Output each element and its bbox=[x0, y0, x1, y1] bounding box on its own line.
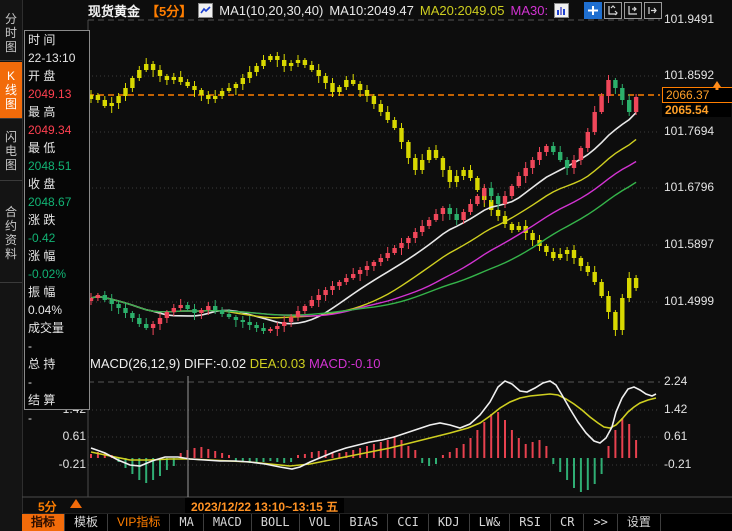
info-value: 0.04% bbox=[28, 303, 63, 317]
indicator-tabbar: 指标 模板 VIP指标 MA MACD BOLL VOL BIAS CCI KDJ LW& RSI CR… bbox=[22, 513, 732, 531]
price-axis-label: 101.8592 bbox=[664, 68, 715, 82]
footer-tab-9[interactable]: CCI bbox=[388, 514, 429, 531]
ma-settings-label: MA1(10,20,30,40) bbox=[219, 2, 324, 18]
sidebar-tab-4[interactable]: 合约资料 bbox=[0, 184, 22, 283]
info-label: 时 间 bbox=[28, 33, 56, 47]
scale-axis-icon[interactable] bbox=[604, 2, 622, 19]
info-value: -0.02% bbox=[28, 267, 67, 281]
alert-price-tag[interactable]: 2066.37 bbox=[662, 87, 732, 103]
info-value: 2049.13 bbox=[28, 87, 72, 101]
footer-tab-6[interactable]: BOLL bbox=[252, 514, 300, 531]
footer-tab-5[interactable]: MACD bbox=[204, 514, 252, 531]
macd-header: MACD(26,12,9) DIFF:-0.02 DEA:0.03 MACD:-… bbox=[90, 356, 381, 371]
info-label: 成交量 bbox=[28, 321, 65, 335]
macd-axis-label-right: 0.61 bbox=[664, 429, 688, 443]
pan-axis-icon[interactable] bbox=[624, 2, 642, 19]
price-axis-label: 101.4999 bbox=[664, 294, 715, 308]
macd-axis-label-left: -0.21 bbox=[58, 457, 86, 471]
macd-dea-value: DEA:0.03 bbox=[249, 356, 306, 371]
info-value: - bbox=[28, 411, 32, 425]
bar-timestamp: 2023/12/22 13:10~13:15 五 bbox=[185, 498, 345, 515]
info-value: - bbox=[28, 375, 32, 389]
footer-strip: 5分 2023/12/22 13:10~13:15 五 bbox=[22, 498, 732, 515]
macd-axis-label-right: 1.42 bbox=[664, 402, 688, 416]
price-axis-label: 101.7694 bbox=[664, 124, 715, 138]
footer-tab-2[interactable]: 模板 bbox=[65, 514, 109, 531]
footer-tab-4[interactable]: MA bbox=[170, 514, 204, 531]
period-up-arrow-icon[interactable] bbox=[70, 499, 82, 508]
info-value: -0.42 bbox=[28, 231, 56, 245]
info-label: 最 低 bbox=[28, 141, 56, 155]
macd-diff-value: DIFF:-0.02 bbox=[183, 356, 247, 371]
macd-macd-value: MACD:-0.10 bbox=[308, 356, 381, 371]
footer-tab-12[interactable]: RSI bbox=[510, 514, 551, 531]
footer-tab-13[interactable]: CR bbox=[551, 514, 585, 531]
info-label: 振 幅 bbox=[28, 285, 56, 299]
price-axis-label: 101.5897 bbox=[664, 237, 715, 251]
footer-tab-8[interactable]: BIAS bbox=[340, 514, 389, 531]
footer-tab-1[interactable]: 指标 bbox=[22, 514, 66, 531]
info-value: 2049.34 bbox=[28, 123, 72, 137]
period-label[interactable]: 5分 bbox=[38, 500, 57, 514]
info-value: 2048.51 bbox=[28, 159, 72, 173]
macd-params-label: MACD(26,12,9) bbox=[90, 356, 181, 371]
info-label: 涨 幅 bbox=[28, 249, 56, 263]
chart-type-icon[interactable] bbox=[198, 2, 214, 18]
footer-tab-14[interactable]: >> bbox=[584, 514, 618, 531]
sidebar-tab-1[interactable]: 分时图 bbox=[0, 6, 22, 61]
footer-tab-11[interactable]: LW& bbox=[470, 514, 511, 531]
symbol-name: 现货黄金 bbox=[88, 3, 141, 19]
chart-toolbar bbox=[584, 2, 662, 19]
sidebar-tab-3[interactable]: 闪电图 bbox=[0, 122, 22, 181]
info-value: 2048.67 bbox=[28, 195, 72, 209]
ma10-value: MA10:2049.47 bbox=[329, 2, 414, 18]
macd-axis-label-right: 2.24 bbox=[664, 374, 688, 388]
info-value: 22-13:10 bbox=[28, 51, 76, 65]
info-label: 总 持 bbox=[28, 357, 56, 371]
macd-axis-label-left: 0.61 bbox=[62, 429, 86, 443]
period-tag[interactable]: 【5分】 bbox=[146, 3, 193, 19]
crosshair-icon[interactable] bbox=[584, 2, 602, 19]
macd-axis-label-right: -0.21 bbox=[664, 457, 692, 471]
alert-bell-icon[interactable] bbox=[712, 81, 722, 90]
price-axis-label: 101.9491 bbox=[664, 12, 715, 26]
last-price-tag: 2065.54 bbox=[662, 103, 731, 117]
info-label: 结 算 bbox=[28, 393, 56, 407]
footer-tab-7[interactable]: VOL bbox=[300, 514, 341, 531]
info-label: 开 盘 bbox=[28, 69, 56, 83]
info-label: 涨 跌 bbox=[28, 213, 56, 227]
info-label: 收 盘 bbox=[28, 177, 56, 191]
ma-panel-icon[interactable] bbox=[554, 2, 570, 18]
chart-header: 现货黄金 【5分】 MA1(10,20,30,40) MA10:2049.47 M… bbox=[88, 0, 570, 20]
info-value: - bbox=[28, 339, 32, 353]
footer-tab-3[interactable]: VIP指标 bbox=[108, 514, 171, 531]
exit-right-icon[interactable] bbox=[644, 2, 662, 19]
ma30-value: MA30: bbox=[510, 2, 549, 18]
ohlc-info-panel[interactable]: 时 间 22-13:10 开 盘 2049.13 最 高 2049.34 最 低 2048.5… bbox=[24, 30, 90, 425]
footer-tab-15[interactable]: 设置 bbox=[618, 514, 661, 531]
info-label: 最 高 bbox=[28, 105, 56, 119]
price-axis-label: 101.6796 bbox=[664, 180, 715, 194]
footer-tab-10[interactable]: KDJ bbox=[429, 514, 470, 531]
ma20-value: MA20:2049.05 bbox=[419, 2, 505, 18]
